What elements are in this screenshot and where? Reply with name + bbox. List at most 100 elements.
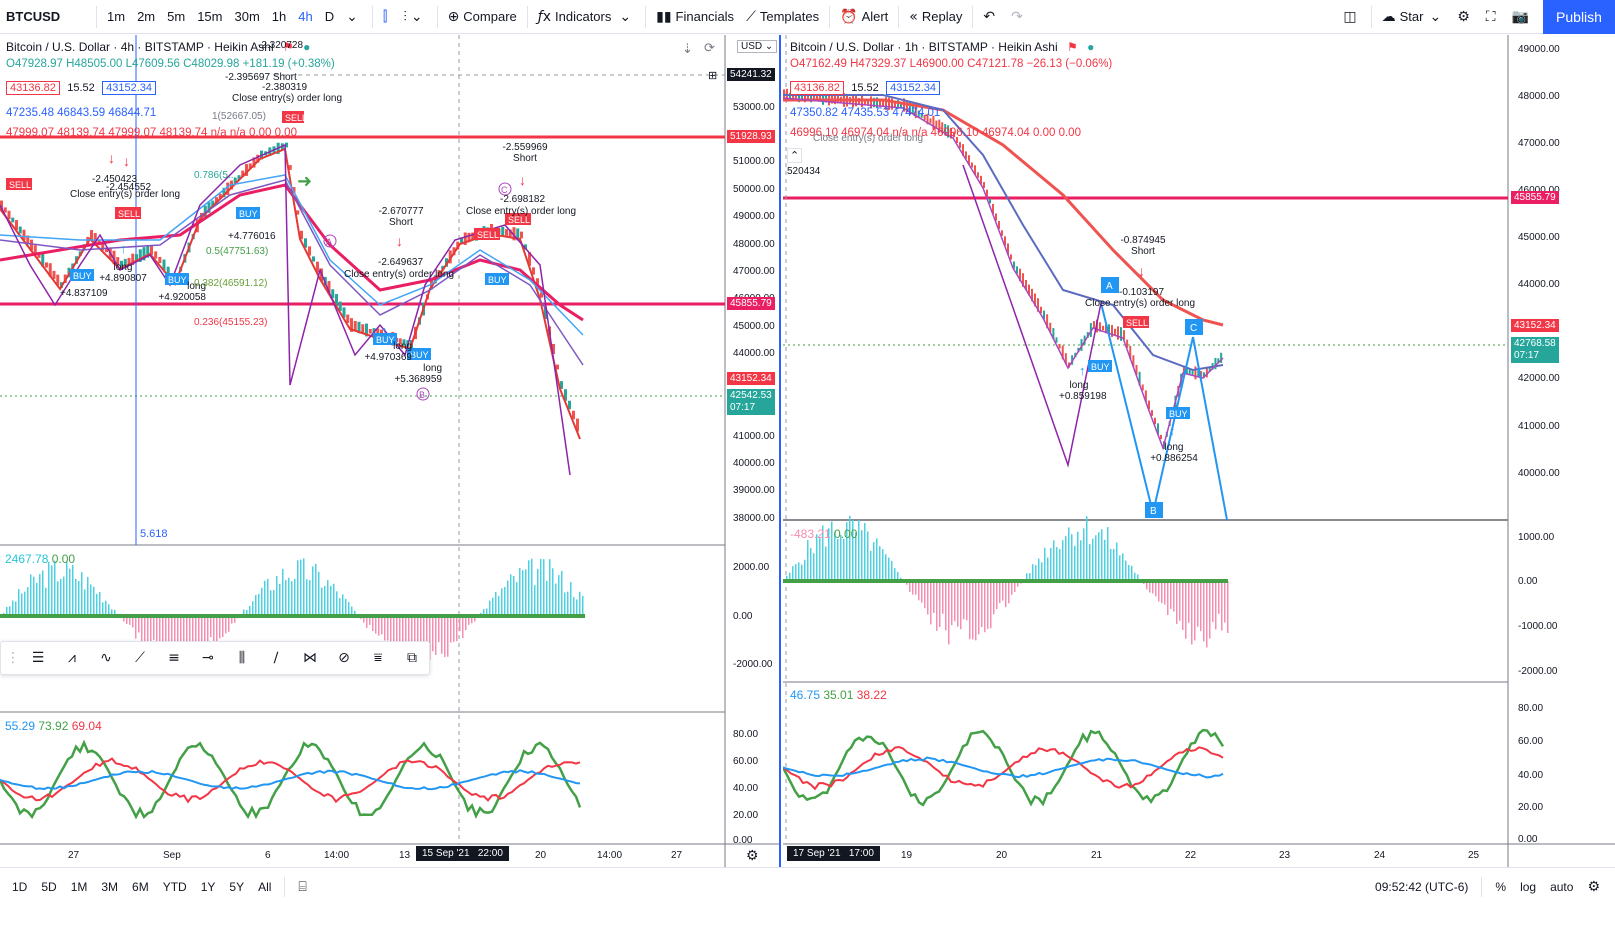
interval-1m[interactable]: 1m (107, 9, 126, 24)
left-chart-pane[interactable]: SELL SELL SELL SELL SELL BUY BUY BUY BUY… (0, 35, 781, 867)
stoch-k-line[interactable] (783, 728, 1225, 807)
range-YTD[interactable]: YTD (162, 879, 187, 894)
flag-icon[interactable]: ⚑ (1066, 40, 1078, 54)
channel-icon[interactable]: ⧉ (407, 650, 417, 666)
buy-signal[interactable] (70, 269, 94, 281)
flag-icon[interactable]: ⚑ (282, 40, 294, 54)
ema-fast-line[interactable] (783, 97, 1224, 451)
left-chart-canvas[interactable]: SELL SELL SELL SELL SELL BUY BUY BUY BUY… (0, 35, 781, 867)
stoch-rsi-line[interactable] (783, 756, 1224, 779)
trend-line-icon[interactable]: ⟋ (135, 650, 145, 666)
publish-button[interactable]: Publish (1543, 0, 1615, 34)
menu-icon[interactable]: ☰ (31, 650, 45, 666)
undo-button[interactable]: ↶ (977, 0, 1005, 34)
right-chart-canvas[interactable]: A B C BUY BUY SELL ↓ ↑ ↑ (783, 35, 1615, 867)
fib-icon[interactable]: ≡ (168, 650, 180, 666)
drag-handle-icon[interactable]: ⋮ (6, 650, 20, 666)
pattern-point-B[interactable] (1145, 502, 1163, 518)
candle-style-button[interactable]: ⫿ (377, 0, 397, 34)
interval-15m[interactable]: 15m (197, 9, 223, 24)
sell-signal[interactable] (505, 213, 531, 225)
zigzag-line[interactable] (0, 143, 571, 476)
right-chart-pane[interactable]: A B C BUY BUY SELL ↓ ↑ ↑ Bitcoin / U.S. … (783, 35, 1615, 867)
interval-30m[interactable]: 30m (234, 9, 260, 24)
gear-icon[interactable]: ⚙ (1587, 878, 1600, 895)
alert-button[interactable]: ⏰ Alert (834, 0, 894, 34)
wave-line[interactable] (962, 164, 1102, 468)
range-3M[interactable]: 3M (101, 879, 119, 894)
pitchfork-icon[interactable]: ⫼ (238, 650, 246, 666)
ask-pill[interactable]: 43152.34 (886, 81, 940, 95)
settings-button[interactable]: ⚙ (1451, 0, 1480, 34)
buy-signal[interactable] (236, 207, 260, 219)
interval-D[interactable]: D (324, 9, 335, 24)
abc-pattern-projection[interactable] (1192, 336, 1228, 521)
horizontal-ray-icon[interactable]: ⊸ (202, 650, 214, 666)
sell-signal[interactable] (115, 207, 141, 219)
fullscreen-button[interactable]: ⛶ (1480, 0, 1506, 34)
ask-pill[interactable]: 43152.34 (102, 81, 156, 95)
chevron-down-icon[interactable]: ⌄ (346, 8, 358, 25)
gann-fan-icon[interactable]: ⊘ (338, 650, 350, 666)
interval-5m[interactable]: 5m (167, 9, 186, 24)
range-5Y[interactable]: 5Y (229, 879, 245, 894)
arrow-down-icon[interactable]: ⇣ (682, 41, 693, 56)
stoch-rsi-line[interactable] (0, 769, 581, 791)
regression-icon[interactable]: ⩸ (373, 650, 383, 666)
ema-slow-line[interactable] (783, 98, 1224, 327)
financials-button[interactable]: ▮▮ Financials (650, 0, 740, 34)
range-5D[interactable]: 5D (41, 879, 57, 894)
date-range-icon[interactable]: ⌸ (298, 878, 307, 895)
left-chart-title[interactable]: Bitcoin / U.S. Dollar · 4h · BITSTAMP · … (6, 40, 274, 54)
snapshot-button[interactable]: 📷 (1506, 0, 1539, 34)
abc-pattern-icon[interactable]: ∿ (100, 650, 112, 666)
range-1D[interactable]: 1D (12, 879, 28, 894)
range-All[interactable]: All (258, 879, 272, 894)
sell-signal[interactable] (6, 178, 32, 190)
layout-button[interactable]: ◫ (1337, 0, 1366, 34)
star-button[interactable]: ☁ Star ⌄ (1376, 0, 1452, 34)
refresh-icon[interactable]: ⟳ (704, 40, 715, 55)
interval-1h[interactable]: 1h (271, 9, 287, 24)
range-6M[interactable]: 6M (132, 879, 149, 894)
stoch-d-line[interactable] (0, 757, 581, 804)
xabcd-pattern-icon[interactable]: ⋈ (303, 650, 317, 666)
floating-drawing-toolbar[interactable]: ⋮ ☰ ⩘ ∿ ⟋ ≡ ⊸ ⫼ ∕ ⋈ ⊘ ⩸ ⧉ (0, 641, 430, 675)
range-1M[interactable]: 1M (70, 879, 88, 894)
buy-signal[interactable] (1088, 360, 1112, 372)
percent-scale-toggle[interactable]: % (1495, 879, 1507, 894)
bar-style-button[interactable]: ⫶ ⌄ (397, 0, 432, 34)
gear-icon[interactable]: ⚙ (746, 847, 759, 863)
currency-selector[interactable]: USD ⌄ (737, 40, 778, 53)
ray-icon[interactable]: ∕ (273, 650, 279, 666)
chevron-up-icon[interactable]: ⌃ (787, 148, 803, 163)
redo-button[interactable]: ↷ (1005, 0, 1033, 34)
templates-button[interactable]: ⟋ Templates (740, 0, 825, 34)
bid-pill[interactable]: 43136.82 (6, 81, 60, 95)
sma-line-2[interactable] (0, 174, 584, 336)
log-scale-toggle[interactable]: log (1520, 879, 1537, 894)
bid-pill[interactable]: 43136.82 (790, 81, 844, 95)
sell-signal[interactable] (1123, 316, 1149, 328)
replay-button[interactable]: «Replay (903, 0, 968, 34)
interval-2m[interactable]: 2m (137, 9, 156, 24)
interval-4h[interactable]: 4h (298, 9, 313, 24)
pattern-point-C[interactable] (1185, 319, 1203, 335)
stoch-d-line[interactable] (783, 745, 1224, 791)
clock[interactable]: 09:52:42 (UTC-6) (1375, 879, 1469, 894)
auto-scale-toggle[interactable]: auto (1550, 879, 1574, 894)
range-1Y[interactable]: 1Y (200, 879, 216, 894)
sell-signal[interactable] (282, 111, 304, 123)
buy-signal[interactable] (485, 273, 509, 285)
pattern-point-A[interactable] (1101, 277, 1119, 293)
indicators-button[interactable]: ƒx Indicators ⌄ (532, 0, 641, 34)
sma-line[interactable] (783, 94, 1224, 372)
sell-signal[interactable] (474, 228, 500, 240)
right-chart-title[interactable]: Bitcoin / U.S. Dollar · 1h · BITSTAMP · … (790, 40, 1058, 54)
sma-line[interactable] (0, 179, 584, 366)
buy-signal[interactable] (407, 348, 431, 360)
symbol-search-button[interactable]: BTCUSD (6, 9, 61, 24)
buy-signal[interactable] (1166, 407, 1190, 419)
compare-button[interactable]: ⊕ Compare (442, 0, 523, 34)
buy-signal[interactable] (165, 273, 189, 285)
